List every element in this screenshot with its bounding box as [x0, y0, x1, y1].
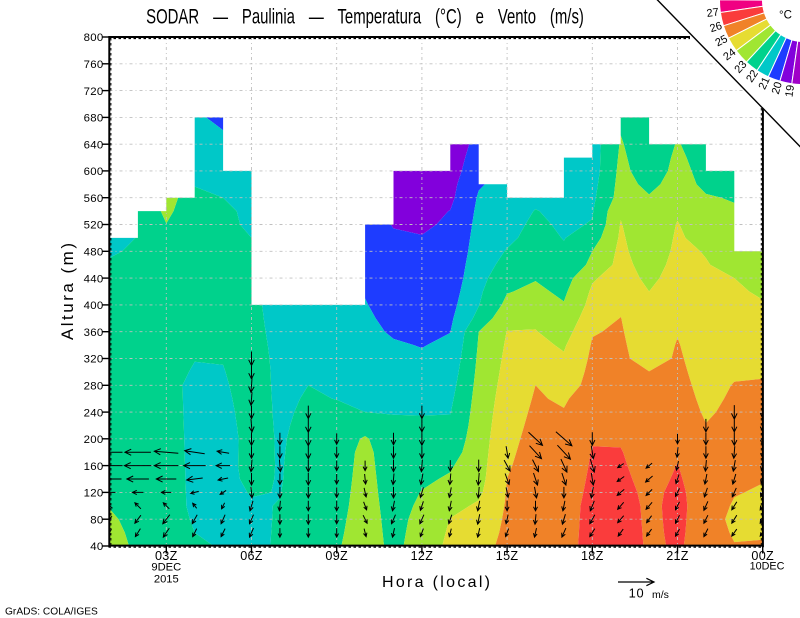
svg-text:10: 10	[629, 586, 645, 601]
svg-text:760: 760	[84, 59, 104, 71]
svg-text:320: 320	[84, 354, 104, 366]
svg-text:560: 560	[84, 193, 104, 205]
svg-text:400: 400	[84, 300, 104, 312]
svg-text:22: 22	[744, 68, 761, 85]
svg-text:2015: 2015	[154, 574, 179, 586]
svg-text:520: 520	[84, 220, 104, 232]
svg-text:09Z: 09Z	[325, 549, 348, 563]
svg-text:10DEC: 10DEC	[750, 561, 785, 573]
svg-text:360: 360	[84, 327, 104, 339]
svg-text:240: 240	[84, 407, 104, 419]
svg-text:80: 80	[90, 514, 103, 526]
svg-text:°C: °C	[779, 10, 792, 22]
svg-text:Hora (local): Hora (local)	[382, 574, 490, 591]
svg-text:25: 25	[713, 33, 729, 49]
svg-text:19: 19	[784, 84, 798, 98]
svg-text:06Z: 06Z	[240, 549, 263, 563]
svg-text:9DEC: 9DEC	[151, 562, 181, 574]
svg-text:600: 600	[84, 166, 104, 178]
svg-text:15Z: 15Z	[496, 549, 519, 563]
svg-text:800: 800	[84, 32, 104, 44]
svg-text:26: 26	[708, 20, 723, 35]
svg-text:00Z: 00Z	[751, 549, 774, 563]
svg-text:280: 280	[84, 381, 104, 393]
svg-text:24: 24	[721, 46, 738, 63]
svg-text:440: 440	[84, 273, 104, 285]
svg-text:27: 27	[706, 6, 720, 20]
svg-text:480: 480	[84, 247, 104, 259]
svg-text:640: 640	[84, 139, 104, 151]
svg-text:200: 200	[84, 434, 104, 446]
svg-text:m/s: m/s	[652, 589, 669, 601]
svg-text:20: 20	[770, 81, 785, 96]
svg-text:18Z: 18Z	[581, 549, 604, 563]
svg-text:21Z: 21Z	[666, 549, 689, 563]
svg-text:720: 720	[84, 86, 104, 98]
svg-text:40: 40	[90, 541, 103, 553]
svg-text:680: 680	[84, 113, 104, 125]
svg-text:12Z: 12Z	[411, 549, 434, 563]
svg-text:Altura (m): Altura (m)	[58, 243, 77, 340]
svg-text:21: 21	[757, 75, 773, 91]
svg-text:SODAR — Paulinia — Temperatura: SODAR — Paulinia — Temperatura (°C) e Ve…	[146, 5, 584, 28]
svg-text:160: 160	[84, 461, 104, 473]
svg-text:03Z: 03Z	[155, 549, 178, 563]
svg-text:GrADS: COLA/IGES: GrADS: COLA/IGES	[5, 607, 98, 618]
svg-text:120: 120	[84, 488, 104, 500]
